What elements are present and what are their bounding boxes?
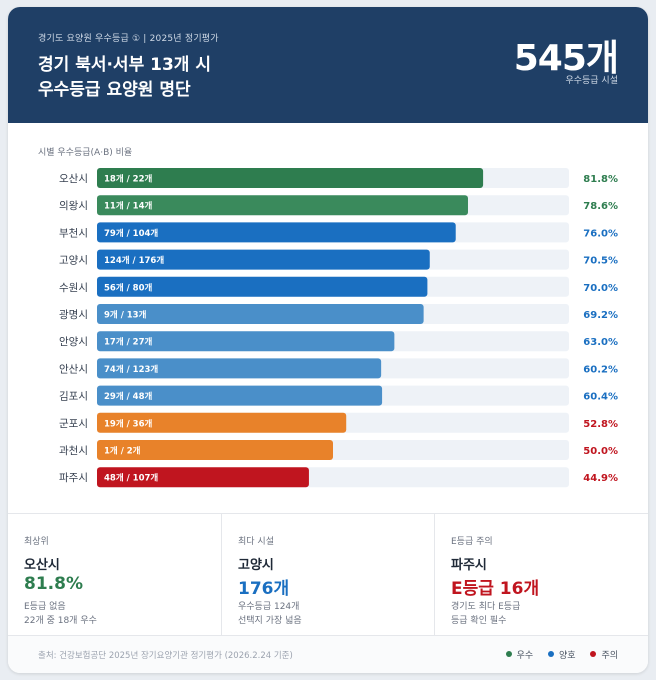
bar [97, 276, 428, 297]
bar [97, 168, 484, 188]
value-label: 78.6% [583, 201, 618, 212]
value-label: 60.4% [583, 392, 618, 403]
legend-item-good: 양호 [548, 648, 576, 661]
value-label: 70.0% [583, 283, 618, 294]
category-label: 의왕시 [59, 200, 88, 212]
bar [97, 222, 456, 243]
stat-city: 파주시 [451, 558, 487, 573]
stat-note-line: E등급 없음 [24, 602, 66, 612]
bar [97, 385, 383, 406]
stat-note-line: 등급 확인 필수 [451, 616, 507, 626]
legend-label: 양호 [559, 651, 576, 661]
value-label: 76.0% [583, 228, 618, 239]
legend-item-excellent: 우수 [505, 648, 534, 661]
legend-dot-icon [505, 651, 512, 657]
category-label: 안산시 [59, 363, 88, 375]
legend-item-caution: 주의 [590, 648, 618, 661]
category-label: 수원시 [59, 282, 88, 294]
page-title: 경기 북서·서부 13개 시 우수등급 요양원 명단 [38, 53, 211, 103]
legend-dot-icon [590, 651, 597, 657]
stat-label: E등급 주의 [451, 537, 493, 547]
bar [97, 195, 468, 216]
bar-chart: 오산시 18개 / 22개 81.8% 의왕시 11개 / 14개 78.6% 부천시 79개… [59, 168, 618, 488]
bar-count-label: 48개 / 107개 [104, 473, 158, 484]
value-label: 81.8% [583, 174, 618, 185]
stat-card-most: 최다 시설 고양시 176개 우수등급 124개 선택지 가장 넓음 [221, 514, 435, 636]
source-note: 출처: 건강보험공단 2025년 장기요양기관 정기평가 (2026.2.24 … [38, 651, 293, 661]
bar-count-label: 124개 / 176개 [104, 255, 164, 266]
total-count-label: 우수등급 시설 [565, 76, 618, 86]
header-kicker: 경기도 요양원 우수등급 ① | 2025년 정기평가 [38, 34, 219, 44]
stat-note: 경기도 최다 E등급 등급 확인 필수 [451, 600, 520, 628]
bar [97, 304, 424, 324]
bar-count-label: 74개 / 123개 [104, 364, 158, 375]
value-label: 60.2% [583, 364, 618, 375]
bar-count-label: 56개 / 80개 [104, 282, 153, 293]
header-banner: 경기도 요양원 우수등급 ① | 2025년 정기평가 경기 북서·서부 13개… [8, 7, 648, 123]
bar-count-label: 79개 / 104개 [104, 228, 158, 239]
legend-dot-icon [548, 651, 554, 657]
category-label: 안양시 [59, 336, 88, 348]
stat-note-line: 경기도 최다 E등급 [451, 602, 521, 612]
legend: 우수 양호 주의 [494, 648, 618, 661]
bar [97, 249, 430, 270]
title-line-2: 우수등급 요양원 명단 [38, 80, 191, 100]
value-label: 44.9% [583, 473, 618, 484]
bar-count-label: 17개 / 27개 [104, 337, 153, 348]
bar-count-label: 1개 / 2개 [104, 446, 141, 457]
value-label: 63.0% [583, 337, 618, 348]
category-label: 부천시 [59, 227, 88, 239]
category-label: 오산시 [59, 173, 88, 185]
chart-section-label: 시별 우수등급(A·B) 비율 [38, 148, 133, 158]
title-line-1: 경기 북서·서부 13개 시 [38, 55, 211, 75]
stat-value: 81.8% [24, 574, 83, 594]
category-label: 광명시 [59, 309, 88, 321]
value-label: 52.8% [583, 419, 618, 430]
legend-label: 우수 [516, 651, 534, 661]
category-label: 군포시 [59, 418, 88, 430]
bar [97, 467, 309, 488]
stat-note-line: 우수등급 124개 [238, 602, 300, 612]
stat-city: 오산시 [24, 558, 60, 573]
stat-note: E등급 없음 22개 중 18개 우수 [24, 600, 97, 628]
bar [97, 331, 395, 352]
stat-note-line: 22개 중 18개 우수 [24, 616, 97, 626]
bar [97, 358, 382, 379]
stat-card-caution: E등급 주의 파주시 E등급 16개 경기도 최다 E등급 등급 확인 필수 [434, 514, 648, 636]
stat-label: 최다 시설 [238, 537, 274, 547]
stat-note: 우수등급 124개 선택지 가장 넓음 [238, 600, 302, 628]
bar [97, 412, 347, 433]
bar-count-label: 29개 / 48개 [104, 391, 153, 402]
category-label: 파주시 [59, 472, 88, 484]
stat-value: E등급 16개 [451, 579, 540, 599]
total-count: 545개 [513, 38, 619, 79]
stat-value: 176개 [238, 579, 290, 599]
infographic-card: 경기도 요양원 우수등급 ① | 2025년 정기평가 경기 북서·서부 13개… [8, 7, 648, 673]
stat-note-line: 선택지 가장 넓음 [238, 616, 302, 626]
value-label: 69.2% [583, 310, 618, 321]
category-label: 김포시 [59, 391, 88, 403]
value-label: 70.5% [583, 256, 618, 267]
bar-count-label: 19개 / 36개 [104, 418, 153, 429]
stats-panel: 최상위 오산시 81.8% E등급 없음 22개 중 18개 우수 최다 시설 … [8, 513, 648, 636]
legend-label: 주의 [601, 651, 618, 661]
bar-count-label: 11개 / 14개 [104, 201, 153, 212]
value-label: 50.0% [583, 446, 618, 457]
bar-count-label: 9개 / 13개 [104, 310, 147, 321]
category-label: 고양시 [59, 255, 88, 267]
stat-city: 고양시 [238, 558, 274, 573]
footer: 출처: 건강보험공단 2025년 장기요양기관 정기평가 (2026.2.24 … [8, 635, 648, 673]
stat-label: 최상위 [24, 537, 49, 547]
bar [97, 440, 333, 460]
stat-card-top: 최상위 오산시 81.8% E등급 없음 22개 중 18개 우수 [8, 514, 221, 636]
category-label: 과천시 [59, 445, 88, 457]
bar-count-label: 18개 / 22개 [104, 174, 153, 185]
